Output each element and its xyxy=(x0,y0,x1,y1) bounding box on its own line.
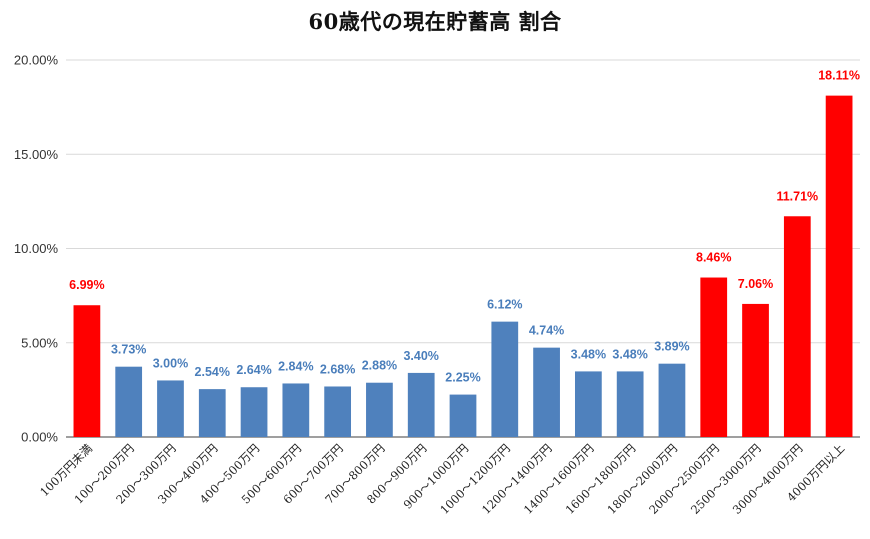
y-tick-label: 15.00% xyxy=(14,147,59,162)
bar xyxy=(825,95,853,438)
data-label: 2.88% xyxy=(362,359,397,373)
bar xyxy=(115,366,143,437)
bar xyxy=(366,382,393,437)
bar xyxy=(449,394,477,437)
data-label: 3.40% xyxy=(403,349,438,363)
bar xyxy=(282,383,310,437)
data-label: 6.99% xyxy=(69,278,104,292)
data-label: 18.11% xyxy=(818,69,860,83)
data-label: 11.71% xyxy=(776,189,818,203)
bars xyxy=(73,95,853,438)
gridlines xyxy=(66,59,860,438)
bar xyxy=(73,305,101,437)
data-label: 3.00% xyxy=(153,356,188,370)
y-tick-label: 10.00% xyxy=(14,241,59,256)
data-label: 2.54% xyxy=(195,365,230,379)
bar xyxy=(742,303,769,437)
data-label: 7.06% xyxy=(738,277,773,291)
data-labels: 6.99% 3.73% 3.00% 2.54% 2.64% 2.84% 2.68% 2.88%… xyxy=(69,69,860,385)
data-label: 2.25% xyxy=(445,371,480,385)
bar xyxy=(157,380,184,437)
bar xyxy=(491,321,519,437)
y-tick-label: 0.00% xyxy=(21,430,58,445)
y-tick-label: 20.00% xyxy=(14,53,59,68)
data-label: 2.68% xyxy=(320,362,355,376)
bar xyxy=(240,387,268,437)
data-label: 8.46% xyxy=(696,251,731,265)
bar xyxy=(658,363,686,437)
bar xyxy=(324,386,352,437)
data-label: 3.48% xyxy=(612,347,647,361)
data-label: 3.89% xyxy=(654,340,689,354)
data-label: 4.74% xyxy=(529,324,564,338)
chart-title: 60歳代の現在貯蓄高 割合 xyxy=(308,9,562,34)
y-axis-ticks: 0.00% 5.00% 10.00% 15.00% 20.00% xyxy=(14,53,59,445)
data-label: 2.84% xyxy=(278,359,313,373)
bar xyxy=(700,277,728,437)
data-label: 3.73% xyxy=(111,343,146,357)
bar xyxy=(198,389,226,437)
y-tick-label: 5.00% xyxy=(21,335,58,350)
data-label: 6.12% xyxy=(487,298,522,312)
bar xyxy=(574,371,602,437)
data-label: 3.48% xyxy=(571,347,606,361)
data-label: 2.64% xyxy=(236,363,271,377)
bar xyxy=(783,216,811,437)
x-axis-ticks: 100万円未満100～200万円200～300万円300～400万円400～50… xyxy=(37,441,847,517)
bar xyxy=(407,372,435,437)
bar xyxy=(533,347,560,437)
bar xyxy=(616,371,644,437)
